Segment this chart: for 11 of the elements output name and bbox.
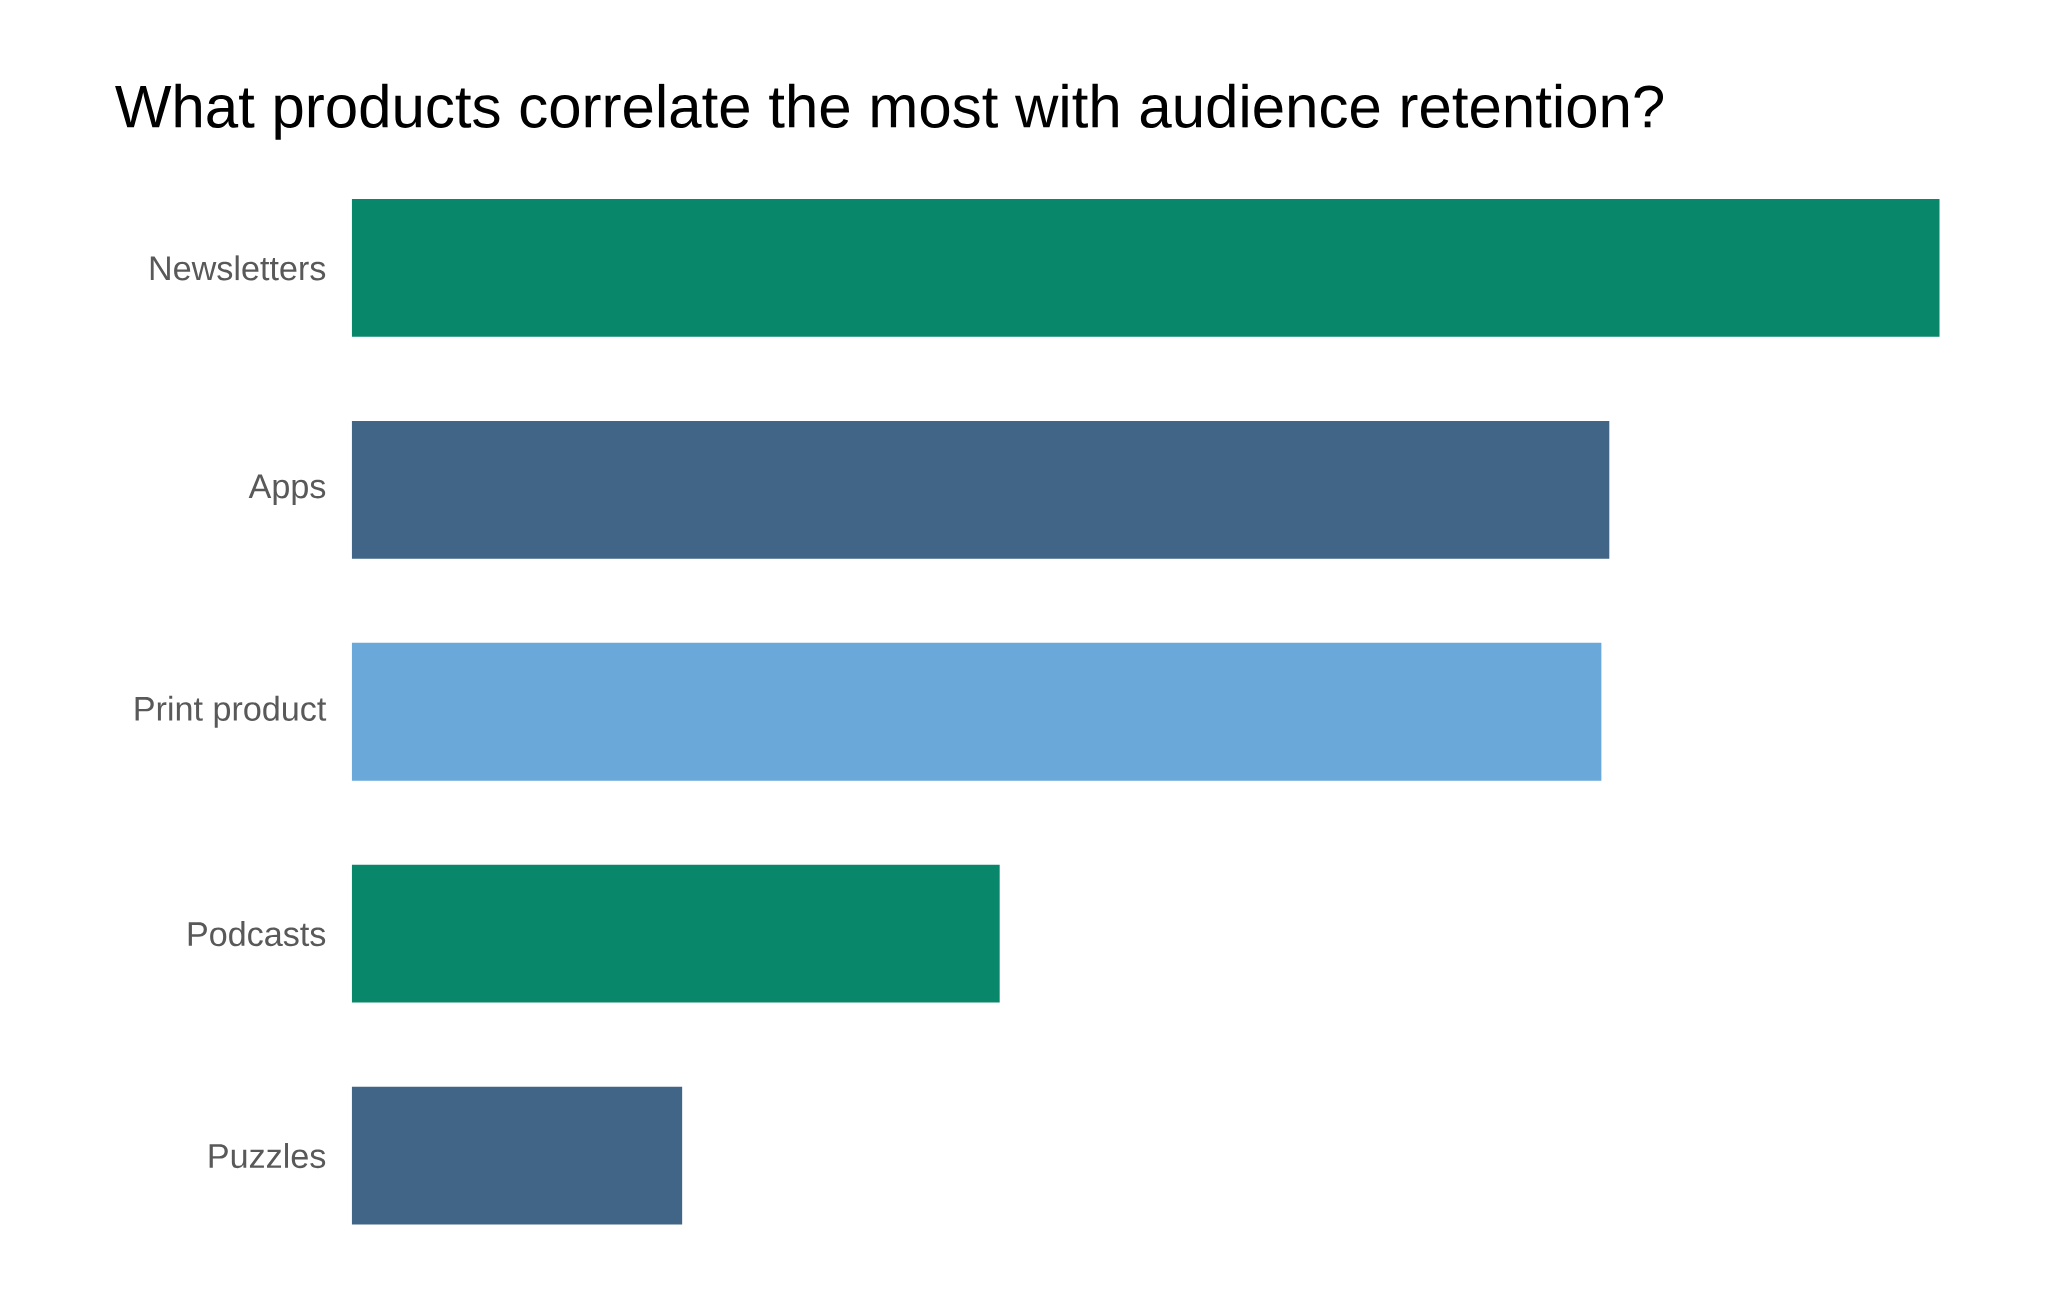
y-tick-label: Print product xyxy=(135,696,327,728)
y-tick-label: Podcasts xyxy=(188,921,326,947)
y-tick-label: Apps xyxy=(248,474,326,506)
bar xyxy=(351,864,1000,1003)
y-tick-label: Newsletters xyxy=(150,255,326,281)
chart-title: What products correlate the most with audience retention? xyxy=(115,84,1664,141)
bar xyxy=(351,1086,683,1225)
bar xyxy=(351,421,1610,559)
y-tick-label: Puzzles xyxy=(209,1143,326,1169)
bar xyxy=(351,199,1940,338)
bar xyxy=(351,643,1602,781)
